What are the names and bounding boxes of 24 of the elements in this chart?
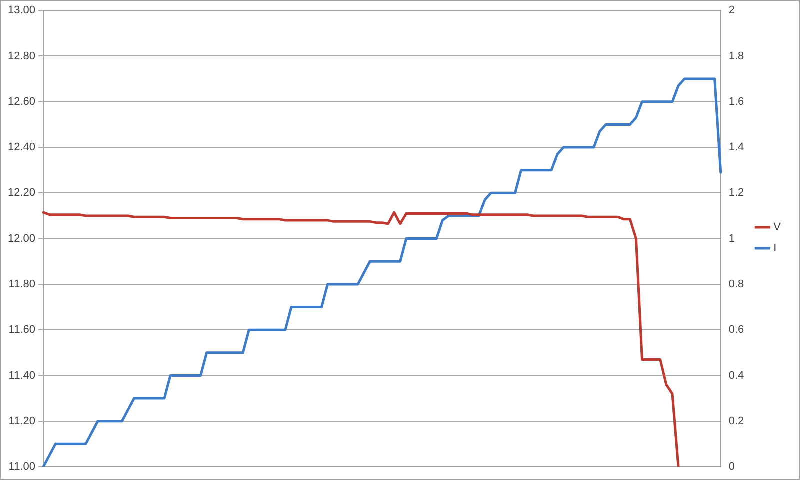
y-tick-label: 11.20 [8,415,36,428]
legend-label: I [774,242,777,255]
y-tick-label: 12.80 [8,50,36,62]
y2-tick-label: 2 [728,4,735,17]
y2-tick-label: 1.6 [728,96,744,108]
y-tick-label: 11.00 [8,461,36,474]
y2-tick-label: 1 [728,232,735,245]
y-tick-label: 11.80 [8,278,36,290]
y2-tick-label: 1.4 [728,142,744,154]
y-tick-label: 11.60 [8,324,36,336]
y2-tick-label: 1.2 [728,187,744,200]
y-tick-label: 11.40 [8,370,36,382]
y-tick-label: 12.00 [8,232,36,245]
y-tick-label: 12.20 [8,187,36,200]
y2-tick-label: 1.8 [728,50,744,62]
y-tick-label: 12.60 [8,96,36,108]
y2-tick-label: 0.4 [728,370,744,382]
y2-tick-label: 0 [728,461,735,474]
legend-label: V [774,222,782,234]
y2-tick-label: 0.6 [728,324,744,336]
y-tick-label: 13.00 [8,4,36,17]
y2-tick-label: 0.2 [728,415,744,428]
y2-tick-label: 0.8 [728,278,744,290]
y-tick-label: 12.40 [8,142,36,154]
